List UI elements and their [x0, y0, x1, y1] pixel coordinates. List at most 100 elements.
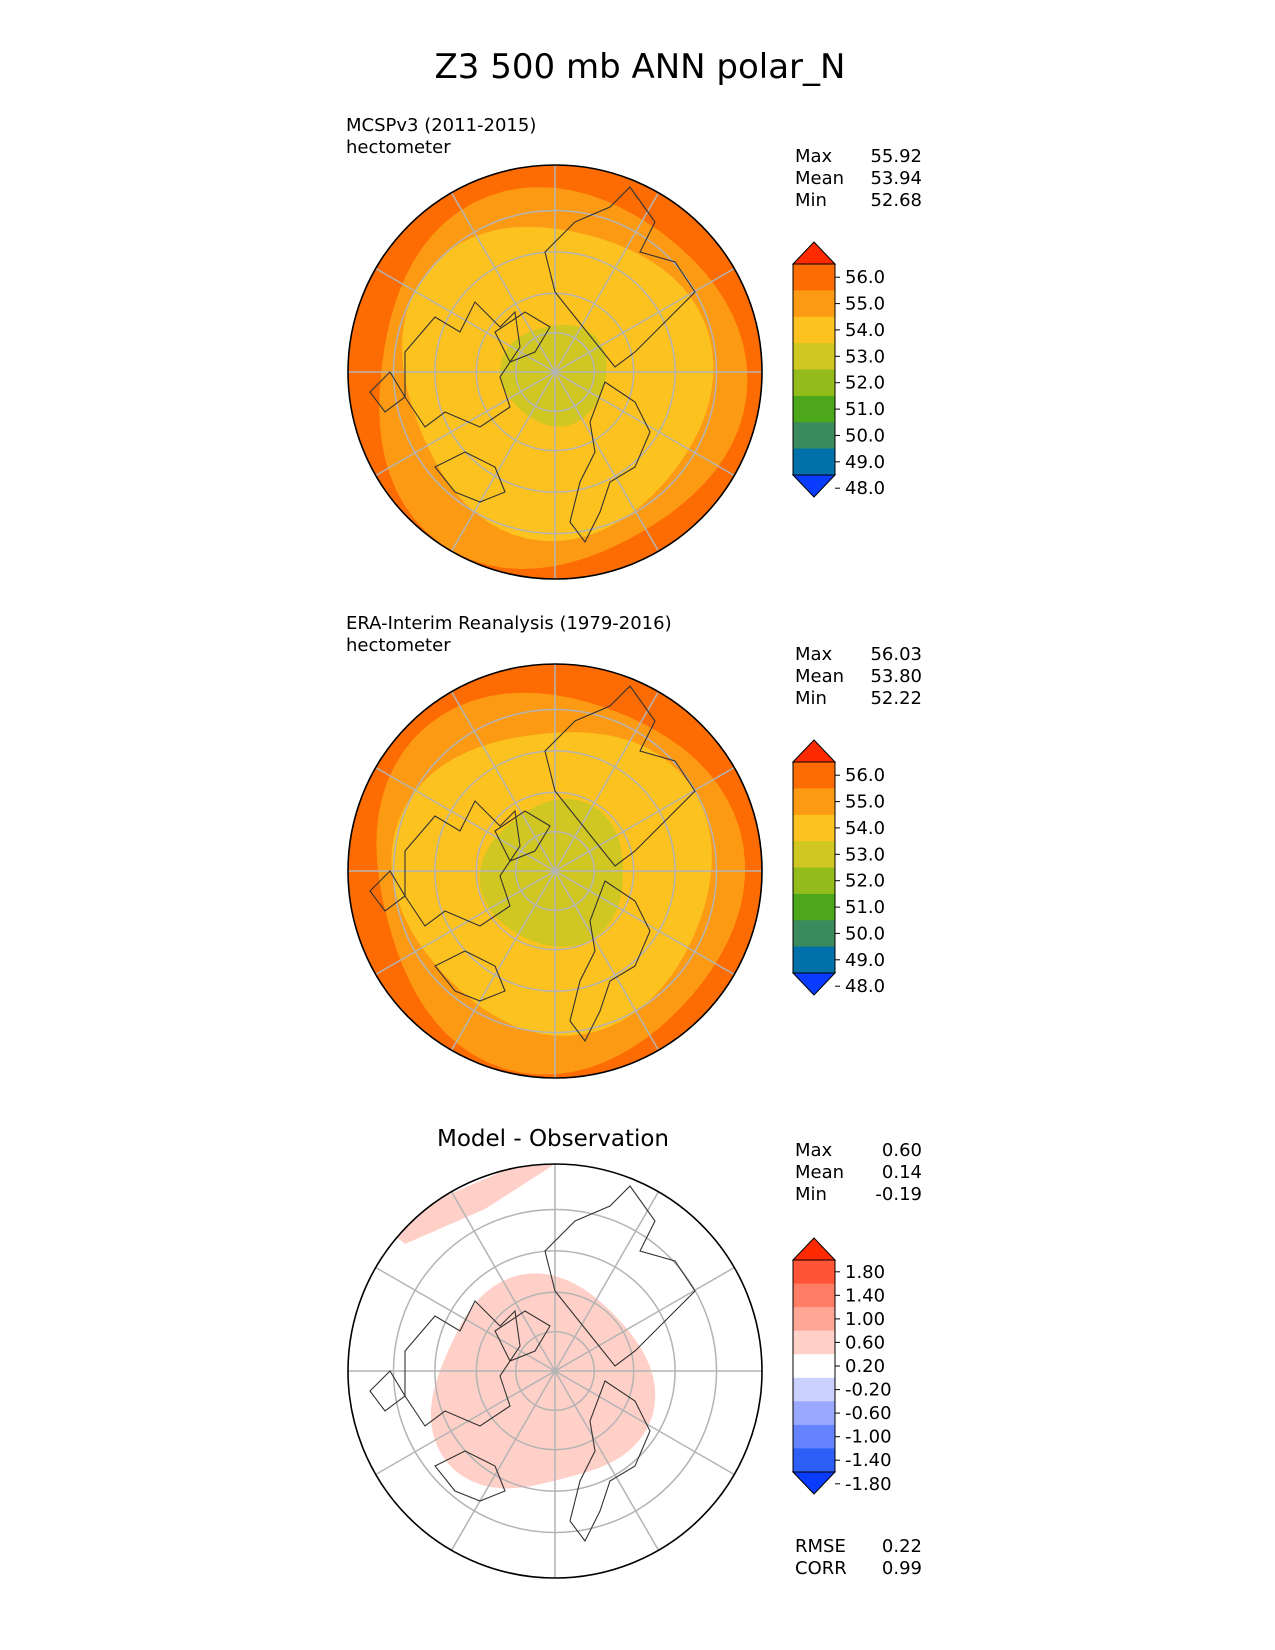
coastline-2 — [544, 685, 696, 867]
colorbar-tick-label: 54.0 — [845, 818, 885, 839]
coastline-2 — [544, 1185, 696, 1367]
stat-label-max: Max — [795, 146, 833, 167]
colorbar-tick-label: 1.00 — [845, 1309, 885, 1330]
colorbar-bin-5 — [793, 395, 835, 423]
coastline-1 — [494, 311, 551, 363]
panel-reference-units: hectometer — [346, 635, 451, 656]
stat-label-min: Min — [795, 688, 827, 709]
colorbar-tick-label: 52.0 — [845, 373, 885, 394]
colorbar-tick-label: 49.0 — [845, 452, 885, 473]
coastline-3 — [569, 1380, 651, 1543]
colorbar-tick-label: 1.40 — [845, 1285, 885, 1306]
meridian-5 — [450, 1191, 660, 1551]
colorbar-bin-4 — [793, 369, 835, 397]
figure-title: Z3 500 mb ANN polar_N — [435, 47, 846, 87]
colorbar-tick-label: 55.0 — [845, 294, 885, 315]
colorbar-bin-1 — [793, 1283, 835, 1308]
colorbar-tick-label: 51.0 — [845, 399, 885, 420]
stat-label-rmse: RMSE — [795, 1536, 846, 1557]
stat-label-mean: Mean — [795, 666, 844, 687]
coastline-2 — [544, 186, 696, 368]
meridian-5 — [450, 192, 660, 552]
panel-reference-stats: Max 56.03 Mean 53.80 Min 52.22 — [795, 644, 922, 709]
colorbar-tick-label: 0.20 — [845, 1356, 885, 1377]
colorbar-tick-label: 56.0 — [845, 765, 885, 786]
colorbar-bin-2 — [793, 1307, 835, 1332]
stat-value-min: -0.19 — [875, 1184, 922, 1205]
colorbar-tick-label: -1.40 — [845, 1450, 892, 1471]
map-boundary — [347, 164, 763, 580]
colorbar-bin-1 — [793, 290, 835, 318]
coastline-3 — [569, 880, 651, 1043]
map-field — [348, 664, 762, 1078]
panel-reference: ERA-Interim Reanalysis (1979-2016) hecto… — [346, 613, 922, 1079]
map-boundary — [347, 1163, 763, 1579]
stat-label-max: Max — [795, 644, 833, 665]
colorbar-tick-label: 48.0 — [845, 976, 885, 997]
panel-reference-map — [347, 663, 763, 1079]
colorbar-frame — [792, 761, 836, 974]
colorbar-bin-3 — [793, 1330, 835, 1355]
coastline-5 — [369, 371, 406, 413]
stat-value-max: 55.92 — [870, 146, 922, 167]
stat-value-max: 0.60 — [882, 1140, 922, 1161]
stat-label-mean: Mean — [795, 168, 844, 189]
colorbar-tick-label: 56.0 — [845, 267, 885, 288]
colorbar-tick-label: 50.0 — [845, 425, 885, 446]
panel-test-left-title: MCSPv3 (2011-2015) — [346, 115, 536, 136]
colorbar-tick-label: 50.0 — [845, 923, 885, 944]
field-positive-anomaly — [430, 1273, 656, 1489]
stat-label-min: Min — [795, 190, 827, 211]
stat-value-mean: 53.94 — [870, 168, 922, 189]
colorbar-bin-7 — [793, 946, 835, 974]
panel-test-map — [347, 164, 763, 580]
field-positive-anomaly-north — [380, 1164, 555, 1244]
colorbar-extend-min — [791, 1471, 837, 1495]
map-field — [348, 1164, 762, 1578]
coastline-1 — [494, 1310, 551, 1362]
colorbar-tick-label: -1.80 — [845, 1474, 892, 1495]
colorbar-bin-1 — [793, 788, 835, 816]
stat-value-rmse: 0.22 — [882, 1536, 922, 1557]
colorbar-tick-label: 53.0 — [845, 844, 885, 865]
colorbar-bin-0 — [793, 762, 835, 789]
colorbar-bin-2 — [793, 814, 835, 842]
stat-label-min: Min — [795, 1184, 827, 1205]
panel-test-units: hectometer — [346, 137, 451, 158]
colorbar-tick-label: 55.0 — [845, 792, 885, 813]
panel-reference-colorbar: 48.0 49.0 50.0 51.0 52.0 53.0 54.0 55.0 56.0 — [791, 739, 885, 997]
panel-diff-colorbar: -1.80 -1.40-1.00 -0.60-0.20 0.20 0.601.00 1.4… — [791, 1237, 892, 1495]
stat-value-mean: 0.14 — [882, 1162, 922, 1183]
colorbar-tick-label: -1.00 — [845, 1427, 892, 1448]
stat-label-max: Max — [795, 1140, 833, 1161]
panel-diff-extra-stats: RMSE 0.22 CORR 0.99 — [795, 1536, 922, 1579]
stat-label-mean: Mean — [795, 1162, 844, 1183]
colorbar-bin-7 — [793, 448, 835, 476]
panel-reference-left-title: ERA-Interim Reanalysis (1979-2016) — [346, 613, 672, 634]
panel-diff-center-title: Model - Observation — [437, 1126, 669, 1152]
colorbar-tick-label: 49.0 — [845, 950, 885, 971]
colorbar-tick-label: 54.0 — [845, 320, 885, 341]
colorbar-bin-0 — [793, 264, 835, 291]
colorbar-bin-8 — [793, 1448, 835, 1473]
panel-test: MCSPv3 (2011-2015) hectometer Max 55.92 … — [346, 115, 922, 580]
colorbar-bin-4 — [793, 1354, 835, 1379]
map-field — [348, 165, 762, 579]
coastline-5 — [369, 870, 406, 912]
panel-test-stats: Max 55.92 Mean 53.94 Min 52.68 — [795, 146, 922, 211]
meridian-5 — [450, 691, 660, 1051]
colorbar-bin-6 — [793, 1401, 835, 1426]
stat-value-min: 52.22 — [870, 688, 922, 709]
colorbar-tick-label: 52.0 — [845, 871, 885, 892]
colorbar-bin-7 — [793, 1424, 835, 1449]
colorbar-tick-label: 53.0 — [845, 346, 885, 367]
panel-diff: Model - Observation Max 0.60 Mean 0.14 M… — [347, 1126, 922, 1579]
colorbar-bin-5 — [793, 1377, 835, 1402]
colorbar-tick-label: -0.20 — [845, 1380, 892, 1401]
coastline-4 — [434, 451, 506, 503]
colorbar-bin-0 — [793, 1260, 835, 1285]
colorbar-extend-min — [791, 474, 837, 498]
colorbar-extend-max — [791, 739, 837, 763]
colorbar-bin-4 — [793, 867, 835, 895]
colorbar-tick-label: 1.80 — [845, 1262, 885, 1283]
